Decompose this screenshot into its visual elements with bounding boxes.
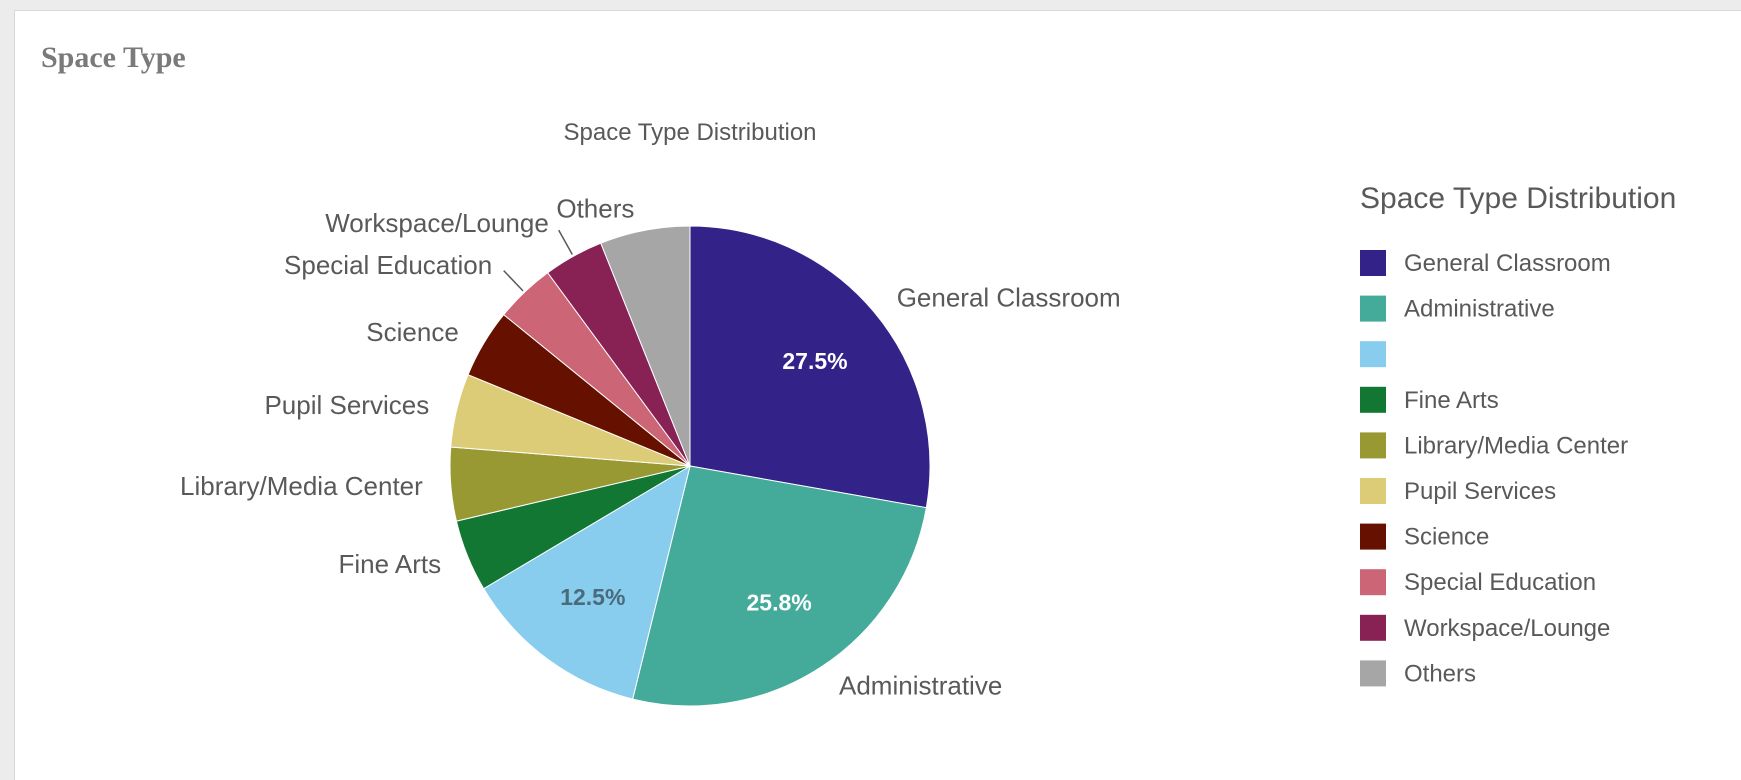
slice-label-science: Science [366, 317, 459, 347]
slice-label-general-classroom: General Classroom [897, 283, 1121, 313]
legend-label-special-education[interactable]: Special Education [1404, 569, 1596, 596]
legend-swatch-general-classroom[interactable] [1360, 250, 1386, 276]
chart-title: Space Type Distribution [563, 119, 816, 146]
leader-line-workspace-lounge [558, 229, 573, 255]
data-label-general-classroom: 27.5% [782, 348, 847, 374]
legend-label-pupil-services[interactable]: Pupil Services [1404, 478, 1556, 505]
legend-title: Space Type Distribution [1360, 182, 1676, 215]
legend-swatch-special-education[interactable] [1360, 569, 1386, 596]
legend-swatch-unlabeled[interactable] [1360, 341, 1386, 368]
legend-label-library-media-center[interactable]: Library/Media Center [1404, 432, 1628, 459]
slice-label-workspace-lounge: Workspace/Lounge [325, 208, 549, 238]
slice-label-library-media-center: Library/Media Center [180, 471, 423, 501]
legend: Space Type Distribution General Classroo… [1360, 182, 1676, 687]
legend-label-fine-arts[interactable]: Fine Arts [1404, 387, 1499, 414]
legend-swatch-others[interactable] [1360, 660, 1386, 687]
pie-slices: 27.5% 25.8% 12.5% [449, 225, 931, 707]
panel-title: Space Type [41, 41, 186, 74]
slice-label-administrative: Administrative [839, 671, 1002, 701]
slice-label-others: Others [556, 194, 634, 224]
legend-label-workspace-lounge[interactable]: Workspace/Lounge [1404, 615, 1610, 642]
data-label-administrative: 25.8% [746, 590, 811, 616]
slice-labels: General Classroom Administrative Fine Arts… [180, 194, 1121, 701]
leader-line-special-education [503, 270, 524, 292]
pie-slice-general-classroom[interactable] [689, 225, 931, 509]
pie-slice-unlabeled[interactable] [483, 464, 691, 700]
pie-slice-others[interactable] [600, 225, 691, 467]
slice-label-fine-arts: Fine Arts [339, 549, 442, 579]
pie-slice-administrative[interactable] [632, 465, 927, 707]
legend-swatch-library-media-center[interactable] [1360, 432, 1386, 459]
legend-label-administrative[interactable]: Administrative [1404, 296, 1555, 323]
legend-swatch-science[interactable] [1360, 523, 1386, 550]
legend-label-others[interactable]: Others [1404, 660, 1476, 687]
legend-swatch-fine-arts[interactable] [1360, 386, 1386, 413]
legend-swatch-pupil-services[interactable] [1360, 478, 1386, 504]
slice-label-special-education: Special Education [284, 250, 492, 280]
legend-swatch-administrative[interactable] [1360, 295, 1386, 322]
legend-label-science[interactable]: Science [1404, 524, 1489, 551]
legend-swatch-workspace-lounge[interactable] [1360, 614, 1386, 641]
slice-label-pupil-services: Pupil Services [264, 390, 429, 420]
data-label-unlabeled: 12.5% [560, 584, 625, 610]
legend-label-general-classroom[interactable]: General Classroom [1404, 250, 1611, 277]
